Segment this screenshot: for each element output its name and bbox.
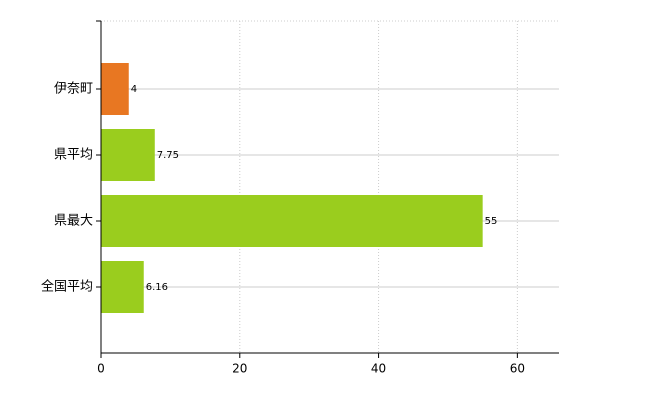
y-tick-label: 全国平均 bbox=[41, 279, 93, 295]
value-label: 7.75 bbox=[157, 150, 179, 161]
bar bbox=[101, 129, 155, 181]
x-tick-label: 0 bbox=[97, 362, 105, 376]
bar bbox=[101, 195, 483, 247]
value-label: 4 bbox=[131, 84, 137, 95]
y-tick-label: 県最大 bbox=[54, 214, 93, 229]
bar bbox=[101, 261, 144, 313]
x-tick-label: 60 bbox=[510, 362, 525, 376]
y-tick-label: 伊奈町 bbox=[54, 82, 93, 97]
y-tick-label: 県平均 bbox=[54, 148, 93, 163]
bar bbox=[101, 63, 129, 115]
value-label: 55 bbox=[485, 216, 498, 227]
x-tick-label: 40 bbox=[371, 362, 386, 376]
x-tick-label: 20 bbox=[232, 362, 247, 376]
value-label: 6.16 bbox=[146, 282, 168, 293]
